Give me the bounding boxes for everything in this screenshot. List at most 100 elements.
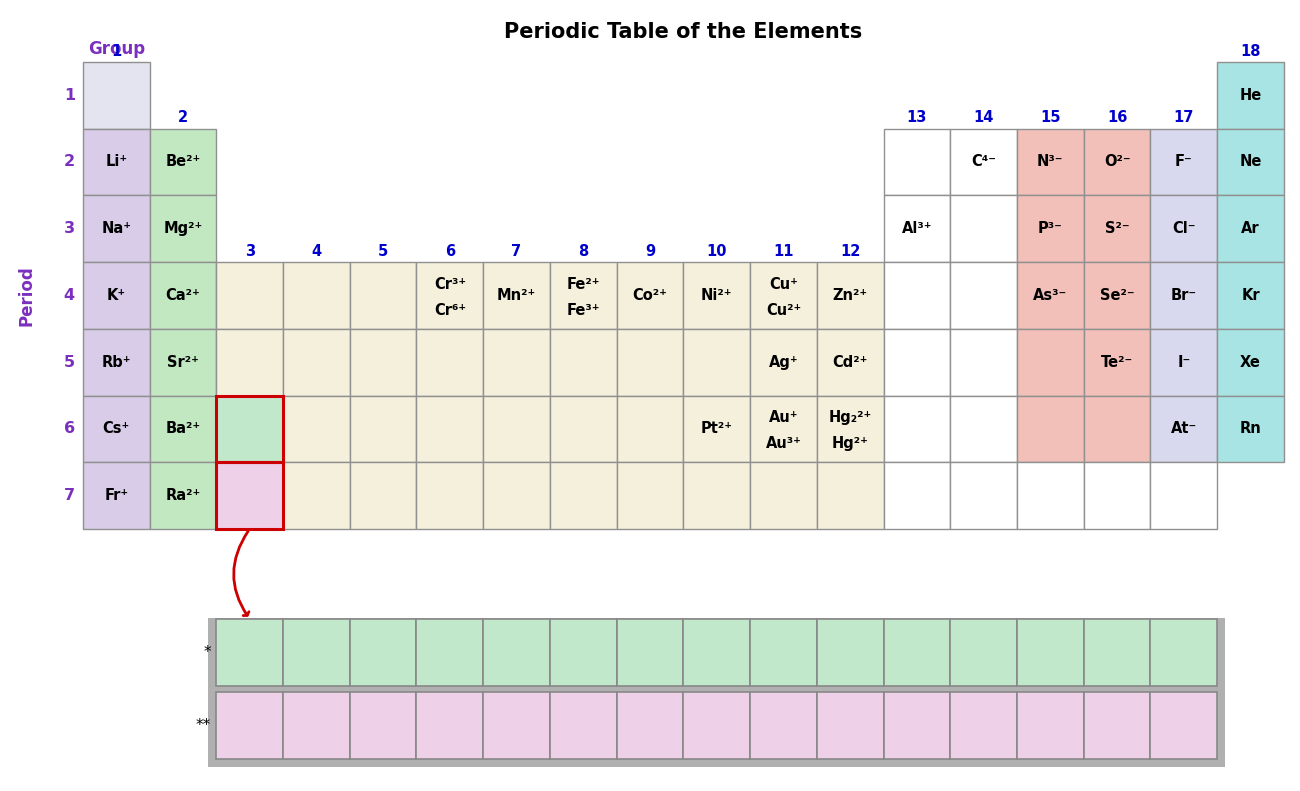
Text: Ag⁺: Ag⁺: [768, 354, 798, 369]
Bar: [350, 329, 416, 396]
Bar: [816, 396, 884, 462]
Bar: [1150, 262, 1217, 329]
Bar: [616, 619, 684, 686]
Bar: [884, 396, 950, 462]
Text: Period: Period: [17, 265, 35, 326]
Bar: [950, 619, 1017, 686]
Bar: [1150, 462, 1217, 529]
Bar: [1084, 396, 1150, 462]
Text: I⁻: I⁻: [1178, 354, 1191, 369]
Text: N³⁻: N³⁻: [1037, 154, 1063, 169]
Text: 17: 17: [1174, 110, 1193, 125]
Bar: [884, 692, 950, 759]
Bar: [1217, 396, 1284, 462]
Text: 6: 6: [445, 244, 455, 259]
Bar: [750, 262, 816, 329]
Bar: [283, 396, 350, 462]
Text: 11: 11: [774, 244, 794, 259]
Bar: [416, 619, 484, 686]
Bar: [816, 619, 884, 686]
Bar: [750, 692, 816, 759]
Bar: [416, 462, 484, 529]
Bar: [1017, 396, 1084, 462]
Text: Rn: Rn: [1240, 422, 1261, 437]
Text: Rb⁺: Rb⁺: [101, 354, 131, 369]
Bar: [1217, 329, 1284, 396]
Text: Hg₂²⁺: Hg₂²⁺: [828, 410, 872, 425]
Text: 7: 7: [64, 488, 75, 503]
Bar: [83, 62, 150, 129]
Bar: [416, 396, 484, 462]
Text: Group: Group: [87, 40, 144, 58]
Text: 4: 4: [311, 244, 321, 259]
Text: *: *: [203, 645, 211, 660]
Text: 6: 6: [64, 422, 75, 437]
Text: C⁴⁻: C⁴⁻: [971, 154, 996, 169]
Bar: [950, 129, 1017, 195]
Text: Pt²⁺: Pt²⁺: [701, 422, 733, 437]
Text: Co²⁺: Co²⁺: [633, 288, 667, 303]
Bar: [684, 262, 750, 329]
Bar: [684, 462, 750, 529]
Bar: [750, 396, 816, 462]
Text: Ar: Ar: [1242, 221, 1260, 237]
Text: Cu⁺: Cu⁺: [770, 277, 798, 292]
Bar: [550, 262, 616, 329]
Bar: [616, 462, 684, 529]
Bar: [550, 396, 616, 462]
Text: Mn²⁺: Mn²⁺: [497, 288, 536, 303]
Bar: [884, 462, 950, 529]
Bar: [950, 692, 1017, 759]
Bar: [884, 329, 950, 396]
Text: 12: 12: [840, 244, 861, 259]
Bar: [1150, 129, 1217, 195]
Text: Xe: Xe: [1240, 354, 1261, 369]
Bar: [484, 462, 550, 529]
Bar: [208, 618, 1225, 767]
Text: 13: 13: [906, 110, 927, 125]
Bar: [484, 262, 550, 329]
Text: Se²⁻: Se²⁻: [1100, 288, 1135, 303]
Text: 5: 5: [378, 244, 389, 259]
Text: 8: 8: [578, 244, 589, 259]
Text: Fe³⁺: Fe³⁺: [567, 303, 601, 318]
Bar: [616, 396, 684, 462]
Bar: [1084, 329, 1150, 396]
Bar: [1084, 129, 1150, 195]
Bar: [816, 692, 884, 759]
Text: Au³⁺: Au³⁺: [766, 436, 801, 451]
Bar: [550, 692, 616, 759]
Text: F⁻: F⁻: [1175, 154, 1192, 169]
Text: 4: 4: [64, 288, 75, 303]
Bar: [150, 396, 216, 462]
Text: As³⁻: As³⁻: [1034, 288, 1067, 303]
Bar: [816, 262, 884, 329]
Bar: [750, 462, 816, 529]
Text: Ba²⁺: Ba²⁺: [165, 422, 200, 437]
Bar: [1017, 462, 1084, 529]
Bar: [83, 329, 150, 396]
Text: 1: 1: [111, 44, 121, 59]
Bar: [950, 262, 1017, 329]
Text: Cs⁺: Cs⁺: [103, 422, 130, 437]
Text: 2: 2: [178, 110, 188, 125]
Bar: [283, 619, 350, 686]
Text: Ra²⁺: Ra²⁺: [165, 488, 200, 503]
Bar: [216, 462, 283, 529]
Text: 14: 14: [974, 110, 993, 125]
Bar: [283, 692, 350, 759]
Text: 18: 18: [1240, 44, 1261, 59]
Text: S²⁻: S²⁻: [1105, 221, 1130, 237]
Bar: [1217, 262, 1284, 329]
Bar: [1017, 129, 1084, 195]
Bar: [150, 262, 216, 329]
Bar: [350, 462, 416, 529]
Text: Fe²⁺: Fe²⁺: [567, 277, 601, 292]
Bar: [1084, 262, 1150, 329]
Bar: [950, 462, 1017, 529]
Bar: [550, 619, 616, 686]
Bar: [216, 692, 283, 759]
Bar: [83, 195, 150, 262]
Bar: [1017, 619, 1084, 686]
Bar: [816, 329, 884, 396]
